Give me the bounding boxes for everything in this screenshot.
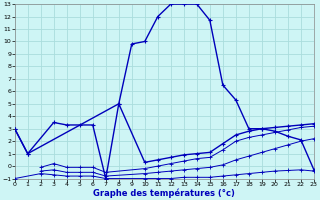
X-axis label: Graphe des températures (°c): Graphe des températures (°c) xyxy=(93,188,235,198)
